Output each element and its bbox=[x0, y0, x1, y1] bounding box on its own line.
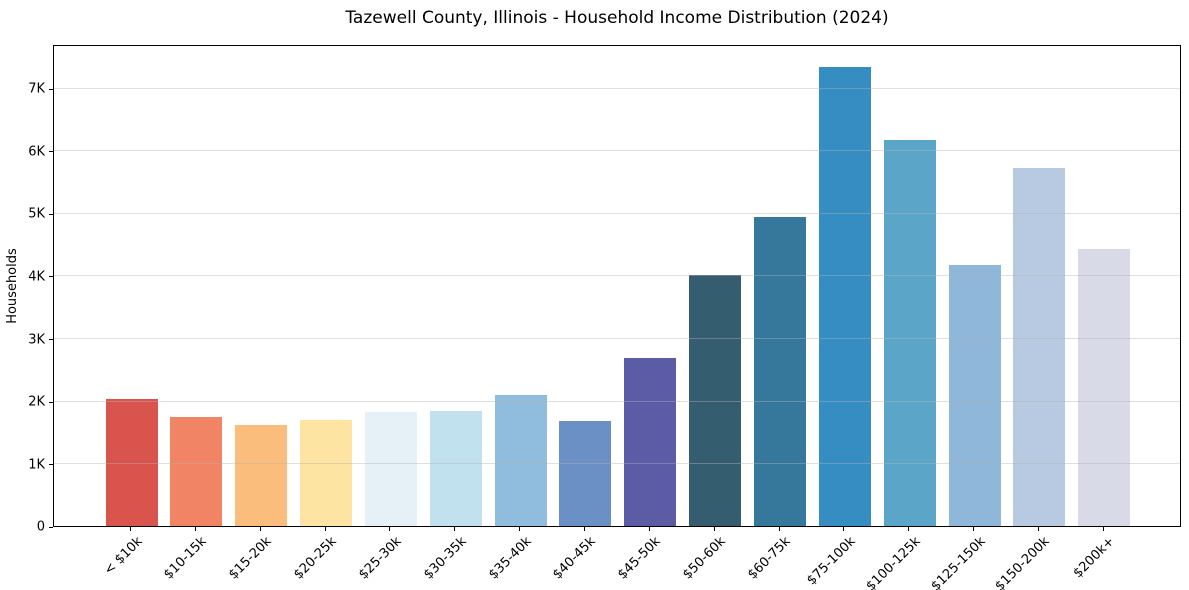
y-tick-label-6K: 6K bbox=[28, 144, 45, 160]
gridline-2000 bbox=[54, 400, 1180, 402]
x-tick-mark-11 bbox=[843, 527, 845, 531]
x-tick-label-text: $15-20k bbox=[226, 534, 275, 583]
bar-6 bbox=[494, 394, 547, 526]
x-tick-mark-5 bbox=[454, 527, 456, 531]
x-tick-label-text: $75-100k bbox=[804, 534, 859, 589]
x-tick-label-text: $100-125k bbox=[863, 534, 924, 590]
y-tick-label-0: 0 bbox=[36, 519, 45, 535]
x-tick-label-text: $10-15k bbox=[161, 534, 210, 583]
bar-9 bbox=[689, 274, 742, 526]
x-tick-mark-3 bbox=[324, 527, 326, 531]
x-tick-mark-6 bbox=[519, 527, 521, 531]
y-tick-mark-0 bbox=[49, 526, 53, 528]
y-tick-mark-1K bbox=[49, 464, 53, 465]
y-tick-mark-2K bbox=[49, 401, 53, 403]
plot-area bbox=[53, 45, 1181, 527]
bar-8 bbox=[624, 357, 677, 526]
x-tick-mark-8 bbox=[648, 527, 650, 531]
gridline-7000 bbox=[54, 87, 1180, 89]
x-tick-mark-0 bbox=[130, 527, 131, 531]
x-tick-mark-10 bbox=[778, 527, 780, 531]
x-tick-mark-2 bbox=[259, 527, 261, 531]
x-tick-label-text: $45-50k bbox=[615, 534, 664, 583]
x-tick-label-text: < $10k bbox=[101, 534, 146, 579]
x-tick-mark-12 bbox=[908, 527, 910, 531]
y-tick-mark-5K bbox=[49, 213, 53, 215]
bar-2 bbox=[235, 424, 288, 526]
x-tick-label-text: $200k+ bbox=[1070, 534, 1118, 582]
y-tick-label-5K: 5K bbox=[28, 206, 45, 222]
bar-11 bbox=[818, 67, 871, 526]
x-tick-mark-15 bbox=[1102, 527, 1104, 531]
x-tick-label-text: $20-25k bbox=[291, 534, 340, 583]
x-tick-label-text: $25-30k bbox=[356, 534, 405, 583]
y-tick-mark-3K bbox=[49, 339, 53, 340]
y-tick-label-2K: 2K bbox=[28, 394, 45, 410]
x-tick-label-text: $150-200k bbox=[992, 534, 1053, 590]
gridline-4000 bbox=[54, 275, 1180, 277]
x-tick-mark-14 bbox=[1037, 527, 1039, 531]
y-tick-mark-4K bbox=[49, 276, 53, 278]
x-tick-mark-1 bbox=[194, 527, 196, 531]
gridline-1000 bbox=[54, 463, 1180, 464]
bar-14 bbox=[1013, 168, 1066, 526]
y-tick-label-1K: 1K bbox=[28, 457, 45, 472]
x-tick-mark-4 bbox=[389, 527, 391, 531]
y-tick-label-7K: 7K bbox=[28, 81, 45, 97]
bar-12 bbox=[883, 139, 936, 526]
y-tick-mark-7K bbox=[49, 88, 53, 90]
gridline-5000 bbox=[54, 212, 1180, 214]
x-tick-label-text: $125-150k bbox=[927, 534, 989, 590]
bar-4 bbox=[364, 411, 417, 526]
bar-5 bbox=[429, 411, 482, 526]
y-tick-label-3K: 3K bbox=[28, 332, 45, 347]
y-tick-label-4K: 4K bbox=[28, 269, 45, 285]
bar-7 bbox=[559, 421, 612, 526]
bar-1 bbox=[170, 417, 223, 526]
bar-0 bbox=[105, 398, 158, 526]
gridline-3000 bbox=[54, 338, 1180, 339]
x-tick-label-text: $60-75k bbox=[745, 534, 794, 583]
x-tick-mark-7 bbox=[583, 527, 585, 531]
x-tick-label-text: $35-40k bbox=[485, 534, 535, 583]
bar-15 bbox=[1078, 249, 1131, 526]
gridline-6000 bbox=[54, 150, 1180, 152]
x-tick-label-text: $40-45k bbox=[550, 534, 600, 583]
x-tick-label-text: $30-35k bbox=[420, 534, 470, 583]
bar-13 bbox=[948, 265, 1001, 526]
chart-title: Tazewell County, Illinois - Household In… bbox=[345, 8, 889, 28]
bar-3 bbox=[300, 419, 353, 526]
y-tick-mark-6K bbox=[49, 151, 53, 153]
x-tick-label-text: $50-60k bbox=[680, 534, 729, 583]
bar-10 bbox=[754, 216, 806, 526]
x-tick-mark-13 bbox=[973, 527, 974, 531]
x-tick-mark-9 bbox=[713, 527, 715, 531]
